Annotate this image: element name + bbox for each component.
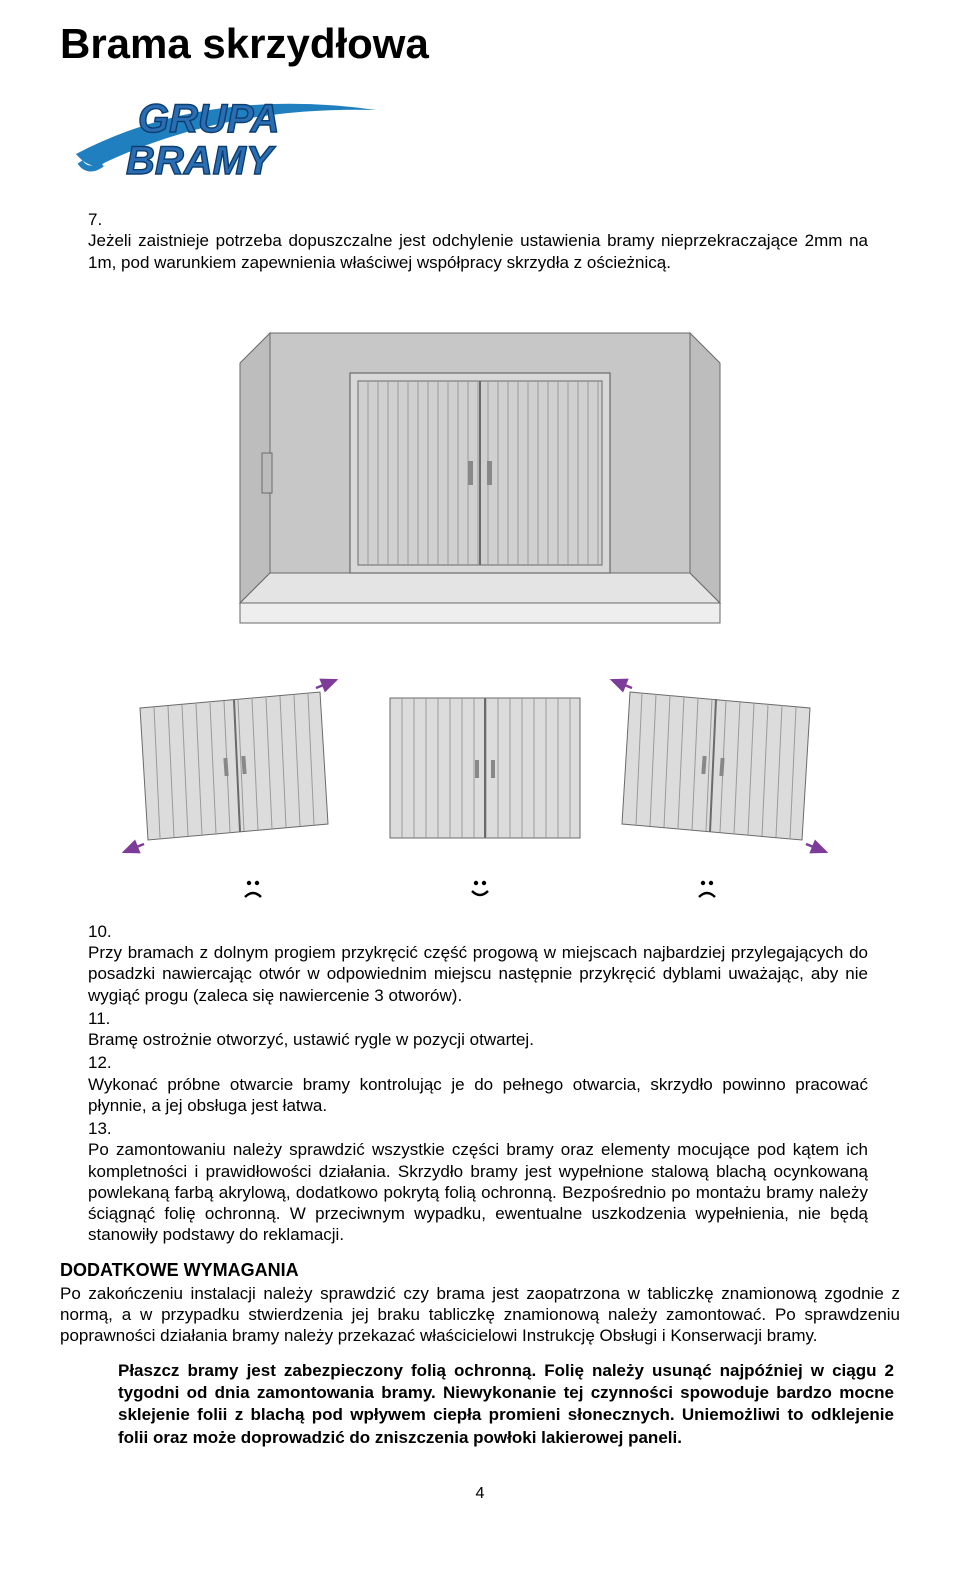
face-sad-icon xyxy=(239,877,267,901)
logo-text-bottom: BRAMY xyxy=(126,139,276,183)
list-item: 13. Po zamontowaniu należy sprawdzić wsz… xyxy=(88,1118,900,1246)
panel-1 xyxy=(124,680,336,852)
section-body: Po zakończeniu instalacji należy sprawdz… xyxy=(60,1283,900,1347)
numbered-list: 10. Przy bramach z dolnym progiem przykr… xyxy=(88,921,900,1246)
face-sad-icon xyxy=(693,877,721,901)
face-happy-icon xyxy=(466,877,494,901)
list-num: 11. xyxy=(88,1008,116,1029)
list-num: 13. xyxy=(88,1118,116,1139)
list-text: Po zamontowaniu należy sprawdzić wszystk… xyxy=(88,1139,868,1245)
logo-text-top: GRUPA xyxy=(138,97,279,141)
list-num: 10. xyxy=(88,921,116,942)
list-item-7: 7. Jeżeli zaistnieje potrzeba dopuszczal… xyxy=(88,209,900,273)
logo-svg: GRUPA BRAMY xyxy=(66,76,386,186)
main-diagram xyxy=(60,293,900,658)
list-item: 11. Bramę ostrożnie otworzyć, ustawić ry… xyxy=(88,1008,900,1051)
list-item: 12. Wykonać próbne otwarcie bramy kontro… xyxy=(88,1052,900,1116)
page-number: 4 xyxy=(60,1485,900,1503)
panels-row-svg xyxy=(110,678,850,868)
section-heading: DODATKOWE WYMAGANIA xyxy=(60,1260,900,1281)
panel-2 xyxy=(390,698,580,838)
faces-row xyxy=(140,877,820,901)
list-text: Bramę ostrożnie otworzyć, ustawić rygle … xyxy=(88,1029,868,1050)
list-num: 7. xyxy=(88,209,116,230)
list-item: 10. Przy bramach z dolnym progiem przykr… xyxy=(88,921,900,1006)
panel-3 xyxy=(612,680,826,852)
page-title: Brama skrzydłowa xyxy=(60,20,900,68)
list-num: 12. xyxy=(88,1052,116,1073)
main-diagram-svg xyxy=(200,293,760,653)
panels-row xyxy=(60,678,900,901)
list-text: Wykonać próbne otwarcie bramy kontrolują… xyxy=(88,1074,868,1117)
list-text: Jeżeli zaistnieje potrzeba dopuszczalne … xyxy=(88,230,868,273)
brand-logo: GRUPA BRAMY xyxy=(66,76,900,191)
warning-paragraph: Płaszcz bramy jest zabezpieczony folią o… xyxy=(118,1360,900,1448)
list-text: Przy bramach z dolnym progiem przykręcić… xyxy=(88,942,868,1006)
